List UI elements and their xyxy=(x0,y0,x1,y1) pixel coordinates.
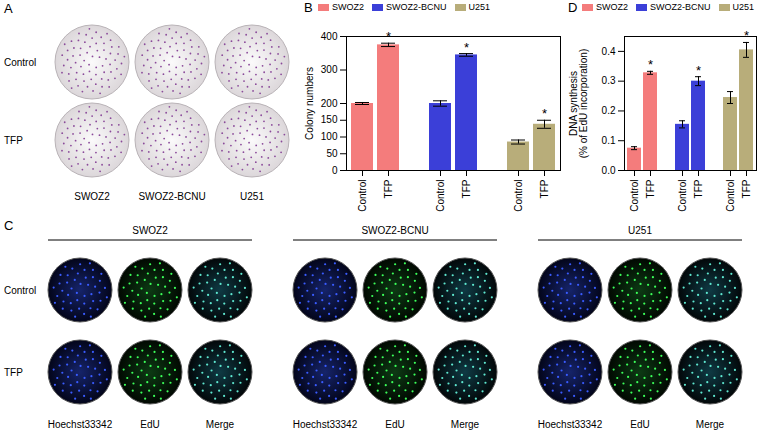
html-text:SWOZ2-BCNU: SWOZ2-BCNU xyxy=(650,2,711,12)
svg-text:Control: Control xyxy=(677,180,688,212)
svg-text:Control: Control xyxy=(357,180,368,212)
svg-text:*: * xyxy=(696,63,701,78)
html-text:U251: U251 xyxy=(732,2,754,12)
svg-text:TFP: TFP xyxy=(4,135,23,146)
svg-text:Hoechst33342: Hoechst33342 xyxy=(293,419,358,430)
svg-text:Control: Control xyxy=(4,57,36,68)
html-text:SWOZ2: SWOZ2 xyxy=(332,2,364,12)
html-text:B: B xyxy=(304,0,313,15)
html-text:D: D xyxy=(568,0,578,15)
svg-text:0.3: 0.3 xyxy=(602,75,616,86)
svg-text:Control: Control xyxy=(4,285,36,296)
svg-text:TFP: TFP xyxy=(383,179,394,198)
svg-text:TFP: TFP xyxy=(539,179,550,198)
html-text:SWOZ2-BCNU: SWOZ2-BCNU xyxy=(386,2,447,12)
svg-text:*: * xyxy=(464,40,469,55)
svg-text:TFP: TFP xyxy=(645,179,656,198)
svg-text:0.4: 0.4 xyxy=(602,46,616,57)
svg-text:Control: Control xyxy=(725,180,736,212)
svg-text:C: C xyxy=(4,218,13,233)
svg-text:0: 0 xyxy=(332,165,338,176)
svg-text:*: * xyxy=(744,28,749,43)
svg-text:0.2: 0.2 xyxy=(602,105,616,116)
svg-text:Hoechst33342: Hoechst33342 xyxy=(538,419,603,430)
svg-text:Merge: Merge xyxy=(451,419,480,430)
svg-text:EdU: EdU xyxy=(140,419,159,430)
svg-text:150: 150 xyxy=(321,114,338,125)
svg-text:Control: Control xyxy=(629,180,640,212)
svg-text:TFP: TFP xyxy=(4,367,23,378)
svg-text:Control: Control xyxy=(435,180,446,212)
svg-text:0.0: 0.0 xyxy=(602,165,616,176)
svg-text:DNA synthesis(% of EdU incorpo: DNA synthesis(% of EdU incorporation) xyxy=(568,49,589,159)
svg-text:U251: U251 xyxy=(628,225,652,236)
svg-text:SWOZ2-BCNU: SWOZ2-BCNU xyxy=(138,191,205,202)
svg-text:300: 300 xyxy=(321,64,338,75)
svg-text:*: * xyxy=(648,57,653,72)
svg-text:50: 50 xyxy=(326,148,338,159)
svg-text:Merge: Merge xyxy=(696,419,725,430)
svg-text:TFP: TFP xyxy=(741,179,752,198)
svg-text:EdU: EdU xyxy=(385,419,404,430)
svg-text:SWOZ2-BCNU: SWOZ2-BCNU xyxy=(361,225,428,236)
svg-text:200: 200 xyxy=(321,98,338,109)
svg-text:A: A xyxy=(4,1,13,16)
svg-text:Colony numbers: Colony numbers xyxy=(304,67,315,140)
svg-text:TFP: TFP xyxy=(461,179,472,198)
svg-text:Control: Control xyxy=(513,180,524,212)
svg-text:SWOZ2: SWOZ2 xyxy=(132,225,168,236)
svg-text:SWOZ2: SWOZ2 xyxy=(74,191,110,202)
svg-text:Merge: Merge xyxy=(206,419,235,430)
html-text:U251: U251 xyxy=(468,2,490,12)
svg-text:0.1: 0.1 xyxy=(602,135,616,146)
svg-text:*: * xyxy=(542,106,547,121)
svg-text:100: 100 xyxy=(321,131,338,142)
svg-text:400: 400 xyxy=(321,31,338,42)
svg-text:Hoechst33342: Hoechst33342 xyxy=(48,419,113,430)
svg-text:TFP: TFP xyxy=(693,179,704,198)
svg-text:EdU: EdU xyxy=(630,419,649,430)
svg-text:U251: U251 xyxy=(240,191,264,202)
html-text:SWOZ2: SWOZ2 xyxy=(596,2,628,12)
